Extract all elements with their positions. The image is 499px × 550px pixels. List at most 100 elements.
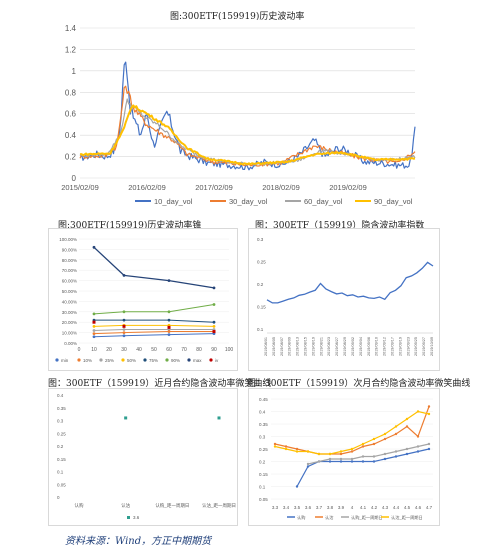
data-point-max bbox=[167, 279, 171, 282]
implied-vol-index-svg: 0.1 0.15 0.2 0.25 0.3 2019/08/01 2019/08/05 201… bbox=[257, 237, 434, 356]
data-point-10% bbox=[122, 331, 126, 334]
legend-label: 90_day_vol bbox=[374, 197, 413, 206]
y-tick-label: 0.25 bbox=[257, 260, 266, 265]
data-point-90% bbox=[92, 312, 96, 316]
x-tick-label: 2016/02/09 bbox=[128, 183, 166, 192]
data-point-25% bbox=[92, 329, 96, 332]
legend-label: iv bbox=[215, 358, 219, 363]
series-line-50% bbox=[93, 324, 215, 327]
data-point-10% bbox=[167, 330, 171, 333]
data-point bbox=[416, 410, 420, 413]
x-tick-label: 10 bbox=[91, 347, 97, 353]
data-point-min bbox=[122, 334, 126, 338]
legend-swatch bbox=[121, 358, 125, 362]
x-tick-label: 60 bbox=[166, 347, 172, 353]
y-tick-label: 0.25 bbox=[259, 447, 268, 452]
x-tick-label: 2019/09/02 bbox=[351, 337, 355, 356]
data-point bbox=[328, 452, 332, 456]
implied-vol-index-chart: 0.1 0.15 0.2 0.25 0.3 2019/08/01 2019/08/05 201… bbox=[248, 228, 440, 371]
data-point bbox=[361, 442, 365, 446]
data-point bbox=[383, 432, 387, 436]
y-tick-label: 0.1 bbox=[57, 470, 64, 475]
x-tick-label: 4.1 bbox=[360, 505, 367, 510]
data-point bbox=[124, 416, 128, 420]
data-point bbox=[416, 435, 420, 438]
x-tick-label: 70 bbox=[181, 347, 187, 353]
x-tick-label: 3.9 bbox=[338, 505, 345, 510]
legend-swatch bbox=[165, 358, 169, 362]
x-tick-label: 2018/02/09 bbox=[262, 183, 300, 192]
x-tick-label: 4.3 bbox=[382, 505, 389, 510]
y-tick-label: 1.4 bbox=[65, 24, 77, 33]
x-tick-label: 4.2 bbox=[371, 505, 378, 510]
series-line-0 bbox=[296, 448, 430, 487]
y-tick-label: 0.4 bbox=[259, 410, 266, 415]
legend-label: 10_day_vol bbox=[154, 197, 193, 206]
volatility-cone-svg: 0.00% 10.00% 20.00% 30.00% 40.00% 50.00% 60.00… bbox=[55, 237, 233, 363]
data-point bbox=[306, 465, 310, 468]
x-tick-label: 0 bbox=[78, 347, 81, 353]
x-tick-label: 50 bbox=[151, 347, 157, 353]
data-point bbox=[427, 405, 431, 408]
data-point bbox=[372, 437, 376, 441]
index-caption: 图：300ETF（159919）隐含波动率指数 bbox=[255, 221, 425, 231]
x-tick-label: 2019/09/27 bbox=[422, 337, 426, 356]
x-tick-label: 2019/08/27 bbox=[335, 337, 339, 356]
legend-label: 75% bbox=[149, 358, 158, 363]
series-line-25% bbox=[93, 328, 214, 332]
y-tick-label: 100.00% bbox=[59, 237, 77, 242]
data-point-min bbox=[167, 333, 171, 337]
legend-label: 25% bbox=[105, 358, 114, 363]
x-tick-label: 3.6 bbox=[305, 505, 312, 510]
legend-label: 3.6 bbox=[133, 515, 140, 520]
y-tick-label: 0.00% bbox=[64, 341, 77, 346]
x-tick-label: 80 bbox=[196, 347, 202, 353]
data-point bbox=[394, 425, 398, 428]
y-tick-label: 0.6 bbox=[65, 110, 77, 119]
data-point bbox=[350, 460, 354, 463]
data-point bbox=[217, 416, 221, 420]
x-tick-label: 2015/02/09 bbox=[61, 183, 99, 192]
data-point bbox=[361, 445, 365, 448]
data-point bbox=[405, 447, 409, 451]
y-tick-label: 0.05 bbox=[57, 482, 66, 487]
x-tick-label: 2019/02/09 bbox=[329, 183, 367, 192]
data-point-iv bbox=[167, 325, 171, 329]
y-tick-label: 0.35 bbox=[57, 406, 66, 411]
series-line-10% bbox=[93, 331, 214, 335]
y-tick-label: 70.00% bbox=[62, 268, 77, 273]
x-tick-label: 3.8 bbox=[327, 505, 334, 510]
data-point bbox=[372, 455, 376, 458]
near-month-smile-chart: 0 0.05 0.1 0.15 0.2 0.25 0.3 0.35 0.4 认购 认沽 认购_距一周期… bbox=[48, 388, 238, 526]
x-tick-label: 2019/08/09 bbox=[288, 337, 292, 356]
data-point bbox=[394, 450, 398, 453]
next-month-smile-svg: 0.05 0.1 0.15 0.2 0.25 0.3 0.35 0.4 0.45 3.3 3.4 3.… bbox=[259, 397, 433, 521]
y-tick-label: 60.00% bbox=[62, 279, 77, 284]
data-point bbox=[273, 445, 277, 448]
volatility-cone-chart: 0.00% 10.00% 20.00% 30.00% 40.00% 50.00% 60.00… bbox=[48, 228, 238, 371]
x-tick-label: 4.7 bbox=[426, 505, 433, 510]
data-point-75% bbox=[167, 318, 171, 322]
legend-label: 90% bbox=[171, 358, 180, 363]
x-tick-label: 3.5 bbox=[294, 505, 301, 510]
legend-label: 认沽_距一周期日 bbox=[391, 514, 423, 521]
data-point bbox=[284, 445, 288, 448]
data-point bbox=[295, 450, 299, 453]
x-tick-label: 2019/09/17 bbox=[390, 337, 394, 356]
y-tick-label: 0.3 bbox=[259, 435, 266, 440]
data-point bbox=[416, 445, 420, 448]
y-tick-label: 10.00% bbox=[62, 331, 77, 336]
legend-swatch bbox=[77, 358, 81, 362]
x-tick-label: 2019/09/12 bbox=[383, 337, 387, 356]
data-point bbox=[405, 417, 409, 421]
x-tick-label: 认沽 bbox=[121, 502, 130, 509]
y-tick-label: 0.15 bbox=[57, 457, 66, 462]
data-point bbox=[361, 460, 365, 463]
x-tick-label: 90 bbox=[211, 347, 217, 353]
legend-label: 30_day_vol bbox=[229, 197, 268, 206]
data-point bbox=[405, 425, 409, 428]
source-note: 资料来源：Wind，方正中期期货 bbox=[65, 536, 212, 547]
data-point-max bbox=[92, 245, 96, 249]
legend-label: 认沽 bbox=[325, 514, 333, 521]
data-point bbox=[306, 450, 310, 453]
